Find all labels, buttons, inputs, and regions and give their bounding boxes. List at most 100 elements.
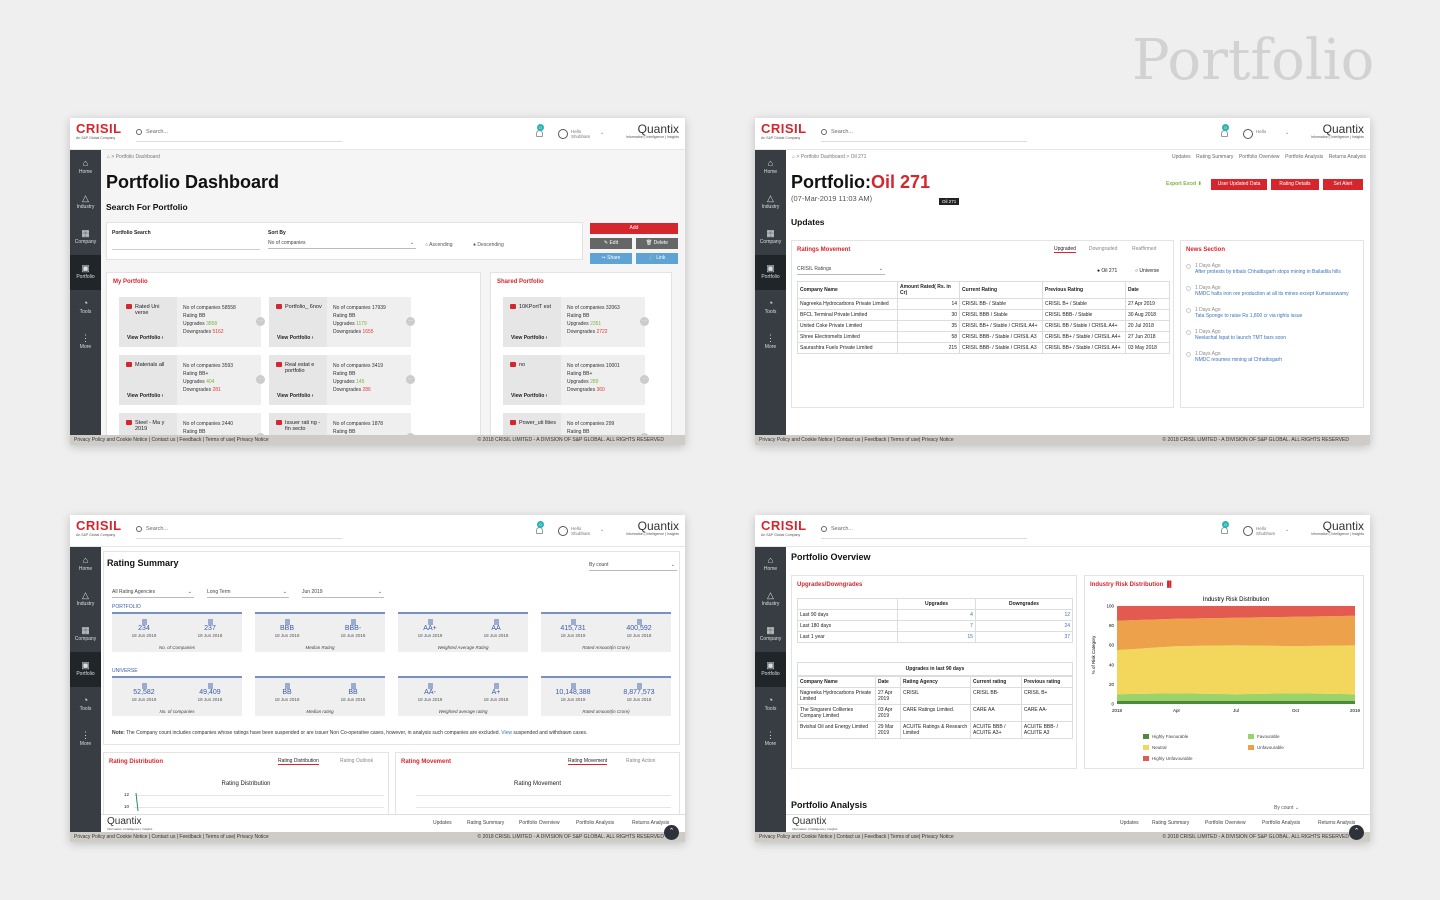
add-button[interactable]: Add: [590, 223, 678, 234]
legend-item[interactable]: Highly Unfavourable: [1143, 756, 1193, 762]
user-updated-data-button[interactable]: User Updated Data: [1211, 179, 1267, 190]
sidebar-item-company[interactable]: ▦ Company: [755, 220, 786, 255]
scroll-top-icon[interactable]: ⌃: [664, 825, 679, 840]
more-options-icon[interactable]: ···: [256, 317, 265, 326]
view-portfolio-link[interactable]: View Portfolio ›: [127, 393, 164, 399]
crisil-logo[interactable]: CRISIL An S&P Global Company: [761, 121, 807, 140]
edit-button[interactable]: ✎ Edit: [590, 238, 632, 249]
more-options-icon[interactable]: ···: [406, 375, 415, 384]
crisil-ratings-select[interactable]: ⌄ CRISIL Ratings: [797, 265, 885, 275]
sidebar-item-portfolio[interactable]: ▣ Portfolio: [755, 255, 786, 290]
sidebar-item-home[interactable]: ⌂ Home: [70, 547, 101, 582]
footer-links[interactable]: Privacy Policy and Cookie Notice | Conta…: [74, 834, 269, 840]
user-menu[interactable]: Hello Shubham ⌄: [1243, 523, 1295, 539]
table-row[interactable]: Last 90 days 4 12: [796, 609, 1074, 621]
sidebar-item-tools[interactable]: ◔ Tools: [70, 290, 101, 325]
universe-radio[interactable]: ○ Universe: [1135, 268, 1160, 274]
legend-item[interactable]: Unfavourable: [1248, 745, 1284, 751]
news-item[interactable]: 1 Days Ago Neelachal Ispat to launch TMT …: [1186, 329, 1355, 341]
table-row[interactable]: United Coke Private Limited 35 CRISIL BB+ …: [797, 320, 1170, 332]
news-item[interactable]: 1 Days Ago Tata Sponge to raise Rs 1,800 …: [1186, 307, 1355, 319]
delete-button[interactable]: 🗑 Delete: [636, 238, 678, 249]
more-options-icon[interactable]: ···: [640, 433, 649, 435]
sidebar-item-portfolio[interactable]: ▣ Portfolio: [70, 255, 101, 290]
portfolio-card[interactable]: Steel - Ma y 2019View Portfolio ›No of c…: [119, 413, 265, 435]
month-select[interactable]: ⌄ Jun 2019: [302, 588, 384, 598]
link-portfolio-overview[interactable]: Portfolio Overview: [1205, 820, 1246, 826]
portfolio-card[interactable]: Materials all View Portfolio › No of compa…: [119, 355, 265, 405]
user-menu[interactable]: Hello Shubham ⌄: [558, 523, 610, 539]
oil271-radio[interactable]: ● Oil 271: [1097, 268, 1118, 274]
set-alert-button[interactable]: Set Alert: [1323, 179, 1363, 190]
portfolio-search-input[interactable]: [112, 238, 260, 250]
link-returns-analysis[interactable]: Returns Analysis: [1328, 154, 1366, 160]
footer-links[interactable]: Privacy Policy and Cookie Notice | Conta…: [759, 437, 954, 443]
link-rating-summary[interactable]: Rating Summary: [1152, 820, 1190, 826]
table-row[interactable]: Nagreeka Hydrocarbons Private Limited 27 …: [797, 687, 1074, 705]
view-portfolio-link[interactable]: View Portfolio ›: [511, 335, 548, 341]
sidebar-item-tools[interactable]: ◔ Tools: [755, 290, 786, 325]
sidebar-item-more[interactable]: ⋮ More: [755, 325, 786, 360]
link-rating-summary[interactable]: Rating Summary: [467, 820, 505, 826]
ascending-radio[interactable]: ○ Ascending: [425, 242, 453, 248]
bell-icon[interactable]: 0: [1220, 521, 1229, 535]
view-portfolio-link[interactable]: View Portfolio ›: [511, 393, 548, 399]
tab-reaffirmed[interactable]: Reaffirmed: [1132, 246, 1157, 252]
sidebar-item-industry[interactable]: △ Industry: [755, 185, 786, 220]
scroll-top-icon[interactable]: ⌃: [1349, 825, 1364, 840]
legend-item[interactable]: Favourable: [1248, 734, 1280, 740]
table-row[interactable]: Last 1 year 15 37: [796, 631, 1074, 643]
search-input[interactable]: Search...: [821, 523, 1027, 539]
tab-rating-outlook[interactable]: Rating Outlook: [340, 758, 374, 764]
tab-rating-action[interactable]: Rating Action: [626, 758, 656, 764]
view-portfolio-link[interactable]: View Portfolio ›: [127, 335, 164, 341]
link-updates[interactable]: Updates: [1120, 820, 1139, 826]
sidebar-item-more[interactable]: ⋮ More: [70, 722, 101, 757]
legend-item[interactable]: Neutral: [1143, 745, 1167, 751]
user-menu[interactable]: Hello ⌄: [1243, 126, 1295, 142]
portfolio-card[interactable]: Rated Uni verse View Portfolio › No of com…: [119, 297, 265, 347]
sidebar-item-more[interactable]: ⋮ More: [755, 722, 786, 757]
tab-upgraded[interactable]: Upgraded: [1054, 246, 1076, 253]
table-row[interactable]: Saurashtra Fuels Private Limited 215 CRISI…: [797, 342, 1170, 354]
link-updates[interactable]: Updates: [433, 820, 452, 826]
breadcrumb[interactable]: ⌂ > Portfolio Dashboard: [107, 154, 160, 160]
sidebar-item-portfolio[interactable]: ▣ Portfolio: [70, 652, 101, 687]
sidebar-item-company[interactable]: ▦ Company: [755, 617, 786, 652]
view-suspended-link[interactable]: View: [501, 730, 513, 736]
table-row[interactable]: Shree Electromelts Limited 58 CRISIL BBB- …: [797, 331, 1170, 343]
crisil-logo[interactable]: CRISIL An S&P Global Company: [761, 518, 807, 537]
link-portfolio-overview[interactable]: Portfolio Overview: [519, 820, 560, 826]
more-options-icon[interactable]: ···: [256, 433, 265, 435]
breadcrumb[interactable]: ⌂ > Portfolio Dashboard > Oil 271: [792, 154, 867, 160]
bell-icon[interactable]: 0: [535, 521, 544, 535]
pa-by-count-select[interactable]: By count ⌄: [1274, 805, 1300, 811]
portfolio-card[interactable]: Portfolio_ 6nov View Portfolio › No of com…: [269, 297, 415, 347]
link-portfolio-analysis[interactable]: Portfolio Analysis: [1262, 820, 1301, 826]
search-input[interactable]: Search...: [136, 523, 342, 539]
sidebar-item-tools[interactable]: ◔ Tools: [755, 687, 786, 722]
crisil-logo[interactable]: CRISIL An S&P Global Company: [76, 121, 122, 140]
agency-select[interactable]: ⌄ All Rating Agencies: [112, 588, 194, 598]
bell-icon[interactable]: 0: [1220, 124, 1229, 138]
export-excel-button[interactable]: Export Excel ⬇: [1166, 181, 1202, 187]
link-portfolio-analysis[interactable]: Portfolio Analysis: [1285, 154, 1324, 160]
by-count-select[interactable]: ⌄ By count: [589, 561, 677, 571]
more-options-icon[interactable]: ···: [406, 433, 415, 435]
sidebar-item-company[interactable]: ▦ Company: [70, 220, 101, 255]
sidebar-item-industry[interactable]: △ Industry: [70, 582, 101, 617]
search-input[interactable]: Search...: [821, 126, 1027, 142]
sidebar-item-home[interactable]: ⌂ Home: [755, 150, 786, 185]
link-returns-analysis[interactable]: Returns Analysis: [632, 820, 670, 826]
table-row[interactable]: BFCL Terminal Private Limited 30 CRISIL BB…: [797, 309, 1170, 321]
table-row[interactable]: The Singareni Collieries Company Limited…: [797, 704, 1074, 722]
rating-details-button[interactable]: Rating Details: [1271, 179, 1319, 190]
footer-links[interactable]: Privacy Policy and Cookie Notice | Conta…: [759, 834, 954, 840]
link-updates[interactable]: Updates: [1171, 154, 1191, 160]
sidebar-item-portfolio[interactable]: ▣ Portfolio: [755, 652, 786, 687]
news-item[interactable]: 1 Days Ago NMDC halts iron ore production…: [1186, 285, 1355, 297]
link-returns-analysis[interactable]: Returns Analysis: [1318, 820, 1356, 826]
legend-item[interactable]: Highly Favourable: [1143, 734, 1188, 740]
share-button[interactable]: ↪ Share: [590, 253, 632, 264]
sort-by-select[interactable]: ⌄ No of companies: [268, 239, 416, 249]
